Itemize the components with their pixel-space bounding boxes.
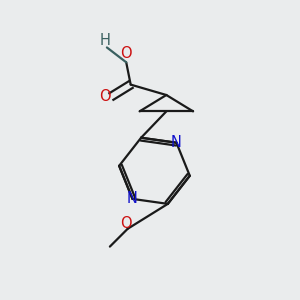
- Text: N: N: [171, 135, 182, 150]
- Text: H: H: [100, 32, 111, 47]
- Text: O: O: [120, 216, 132, 231]
- Text: O: O: [120, 46, 132, 61]
- Text: N: N: [127, 191, 138, 206]
- Text: O: O: [99, 89, 111, 104]
